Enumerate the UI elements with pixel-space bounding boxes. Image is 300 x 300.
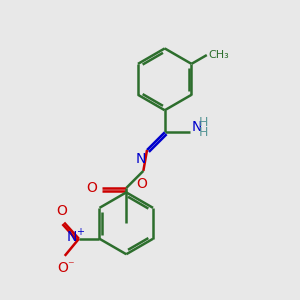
Text: O: O (57, 261, 68, 275)
Text: N: N (67, 230, 77, 244)
Text: H: H (199, 126, 208, 139)
Text: +: + (76, 227, 84, 237)
Text: O: O (136, 177, 147, 191)
Text: O: O (86, 181, 97, 195)
Text: CH₃: CH₃ (208, 50, 229, 60)
Text: N: N (135, 152, 146, 167)
Text: N: N (191, 120, 202, 134)
Text: ⁻: ⁻ (67, 259, 73, 272)
Text: O: O (56, 204, 67, 218)
Text: H: H (199, 116, 208, 129)
